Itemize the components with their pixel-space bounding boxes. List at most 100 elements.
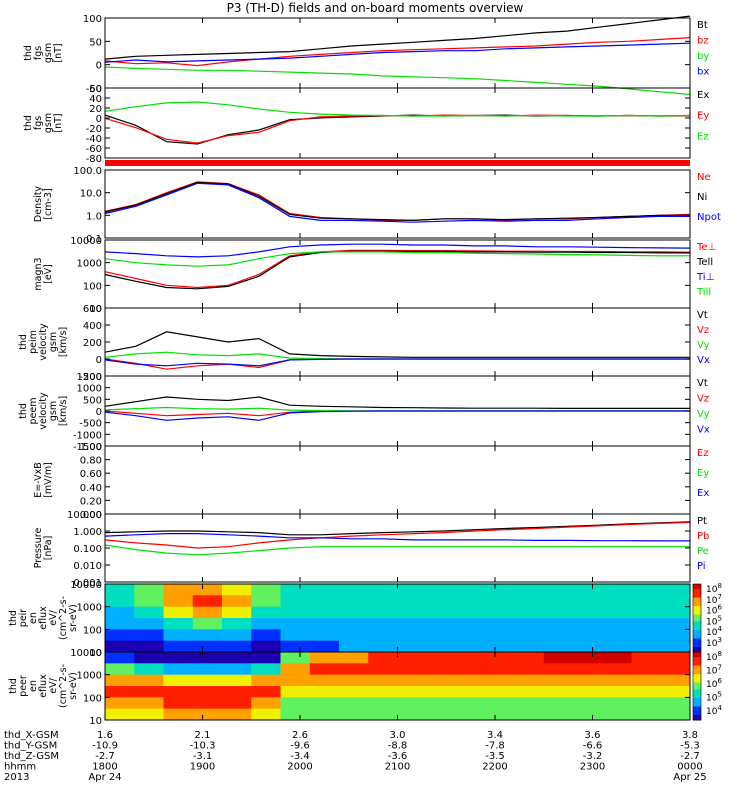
series-line-Vx bbox=[104, 410, 690, 421]
heatmap-cell bbox=[514, 708, 545, 721]
heatmap-cell bbox=[163, 674, 194, 687]
heatmap-cell bbox=[602, 652, 632, 664]
y-axis-label-line: [nT] bbox=[53, 43, 64, 62]
colorbar-segment bbox=[693, 623, 701, 626]
colorbar-segment bbox=[693, 633, 701, 636]
colorbar-segment bbox=[693, 621, 701, 624]
legend-Till: Till bbox=[696, 287, 711, 298]
series-line-Ex bbox=[104, 114, 691, 145]
heatmap-cell bbox=[280, 697, 311, 710]
colorbar-segment bbox=[693, 674, 701, 677]
legend-Ez: Ez bbox=[697, 448, 709, 459]
y-tick-label: -20 bbox=[86, 124, 102, 135]
separator-band bbox=[105, 160, 690, 166]
y-tick-label: 0.80 bbox=[80, 456, 102, 467]
heatmap-cell bbox=[543, 595, 574, 608]
heatmap-cell bbox=[192, 674, 223, 687]
heatmap-cell bbox=[426, 595, 457, 608]
heatmap-cell bbox=[192, 686, 223, 698]
legend-Pe: Pe bbox=[697, 546, 709, 557]
heatmap-cell bbox=[192, 708, 223, 721]
colorbar-segment bbox=[693, 601, 701, 604]
colorbar-segment bbox=[693, 643, 701, 646]
y-axis-label-line: [mV/m] bbox=[43, 462, 54, 498]
colorbar-segment bbox=[693, 635, 701, 638]
heatmap-cell bbox=[368, 686, 398, 698]
heatmap-cell bbox=[660, 595, 691, 608]
y-tick-label: 200 bbox=[83, 338, 102, 349]
y-axis-label-line: peem bbox=[28, 398, 39, 425]
y-tick-label: -1500 bbox=[73, 442, 102, 453]
heatmap-cell bbox=[426, 686, 457, 698]
colorbar-segment bbox=[693, 590, 701, 593]
heatmap-cell bbox=[456, 686, 486, 698]
series-line-Vx bbox=[104, 358, 690, 367]
legend-Vy: Vy bbox=[697, 409, 710, 420]
heatmap-cell bbox=[573, 652, 603, 664]
heatmap-cell bbox=[660, 663, 691, 676]
footer-value: -10.9 bbox=[92, 741, 118, 752]
heatmap-cell bbox=[251, 618, 281, 630]
colorbar-tick-label: 106 bbox=[706, 677, 722, 690]
legend-bz: bz bbox=[697, 36, 709, 47]
heatmap-cell bbox=[631, 708, 662, 721]
colorbar-segment bbox=[693, 629, 701, 633]
heatmap-cell bbox=[543, 652, 574, 664]
y-axis-label-line: thd bbox=[8, 610, 19, 626]
series-line-Te⊥ bbox=[104, 249, 691, 289]
legend-Pb: Pb bbox=[697, 531, 709, 542]
y-axis-label-line: peim bbox=[28, 330, 39, 354]
legend-Ex: Ex bbox=[697, 90, 709, 101]
colorbar-segment bbox=[693, 614, 701, 617]
y-tick-label: 100 bbox=[83, 281, 102, 292]
heatmap-cell bbox=[339, 640, 369, 653]
heatmap-cell bbox=[485, 584, 515, 596]
colorbar-segment bbox=[693, 592, 701, 595]
heatmap-cell bbox=[660, 652, 691, 664]
heatmap-cell bbox=[456, 674, 486, 687]
colorbar-segment bbox=[693, 662, 701, 665]
colorbar-segment bbox=[693, 624, 701, 627]
colorbar-segment bbox=[693, 641, 701, 644]
heatmap-cell bbox=[426, 618, 457, 630]
y-axis-label-line: fgs bbox=[33, 116, 44, 130]
colorbar-segment bbox=[693, 653, 701, 656]
heatmap-cell bbox=[397, 697, 428, 710]
y-tick-label: 0.00 bbox=[80, 510, 102, 521]
heatmap-cell bbox=[397, 640, 428, 653]
heatmap-cell bbox=[134, 640, 164, 653]
heatmap-cell bbox=[222, 606, 252, 619]
y-tick-label: 10000 bbox=[70, 580, 102, 591]
heatmap-cell bbox=[339, 606, 369, 619]
heatmap-cell bbox=[251, 674, 281, 687]
heatmap-cell bbox=[105, 674, 135, 687]
series-line-Bt bbox=[104, 15, 691, 60]
heatmap-cell bbox=[163, 584, 194, 596]
y-axis-label: E=-VxB [mV/m] bbox=[33, 462, 54, 498]
colorbar-segment bbox=[693, 650, 701, 653]
colorbar-tick-label: 107 bbox=[706, 664, 722, 677]
heatmap-cell bbox=[222, 640, 252, 653]
heatmap-cell bbox=[222, 663, 252, 676]
heatmap-cell bbox=[573, 584, 603, 596]
heatmap-cell bbox=[426, 708, 457, 721]
colorbar-segment bbox=[693, 597, 701, 600]
y-axis-label-line: magn3 bbox=[33, 257, 44, 290]
heatmap-cell bbox=[339, 652, 369, 664]
heatmap-cell bbox=[105, 708, 135, 721]
heatmap-cell bbox=[163, 652, 194, 664]
footer-value: 3.6 bbox=[585, 730, 601, 741]
series-line-Vt bbox=[104, 331, 690, 358]
legend-Ne: Ne bbox=[697, 172, 711, 183]
y-tick-label: 10 bbox=[89, 716, 102, 727]
y-axis-label: thd fgs gsm [nT] bbox=[23, 43, 64, 63]
heatmap-cell bbox=[397, 606, 428, 619]
y-axis-label-line: gsm bbox=[48, 401, 59, 421]
colorbar-segment bbox=[693, 636, 701, 639]
y-axis-label-line: gsm bbox=[43, 43, 54, 63]
heatmap-cell bbox=[192, 606, 223, 619]
heatmap-cell bbox=[251, 584, 281, 596]
y-axis-label-line: (cm^2-s- bbox=[58, 596, 69, 640]
footer-value: 1.6 bbox=[97, 730, 113, 741]
colorbar-tick-label: 106 bbox=[706, 604, 722, 617]
